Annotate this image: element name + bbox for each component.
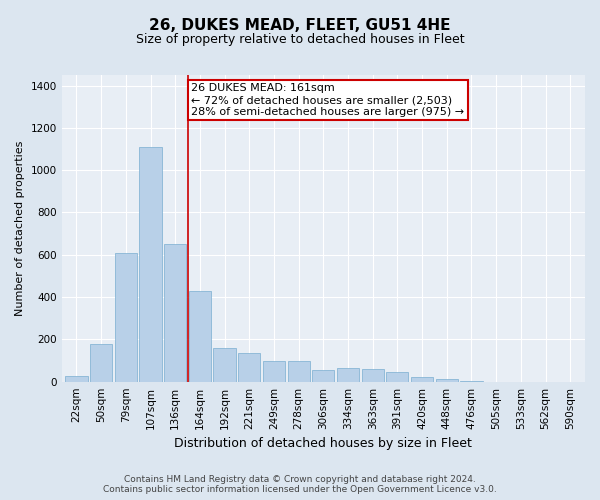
Bar: [164, 244, 187, 382]
Bar: [386, 372, 409, 382]
Bar: [139, 147, 161, 382]
Bar: [287, 360, 310, 382]
Text: Contains HM Land Registry data © Crown copyright and database right 2024.: Contains HM Land Registry data © Crown c…: [124, 475, 476, 484]
Text: Size of property relative to detached houses in Fleet: Size of property relative to detached ho…: [136, 32, 464, 46]
Bar: [90, 344, 112, 382]
Bar: [189, 290, 211, 382]
Text: Contains public sector information licensed under the Open Government Licence v3: Contains public sector information licen…: [103, 485, 497, 494]
Bar: [411, 378, 433, 382]
Bar: [238, 353, 260, 382]
Bar: [337, 368, 359, 382]
Bar: [312, 370, 334, 382]
Bar: [460, 380, 482, 382]
Bar: [362, 369, 384, 382]
Bar: [214, 348, 236, 382]
Text: 26, DUKES MEAD, FLEET, GU51 4HE: 26, DUKES MEAD, FLEET, GU51 4HE: [149, 18, 451, 32]
Bar: [65, 376, 88, 382]
Y-axis label: Number of detached properties: Number of detached properties: [15, 140, 25, 316]
X-axis label: Distribution of detached houses by size in Fleet: Distribution of detached houses by size …: [175, 437, 472, 450]
Bar: [436, 378, 458, 382]
Bar: [115, 252, 137, 382]
Text: 26 DUKES MEAD: 161sqm
← 72% of detached houses are smaller (2,503)
28% of semi-d: 26 DUKES MEAD: 161sqm ← 72% of detached …: [191, 84, 464, 116]
Bar: [263, 360, 285, 382]
